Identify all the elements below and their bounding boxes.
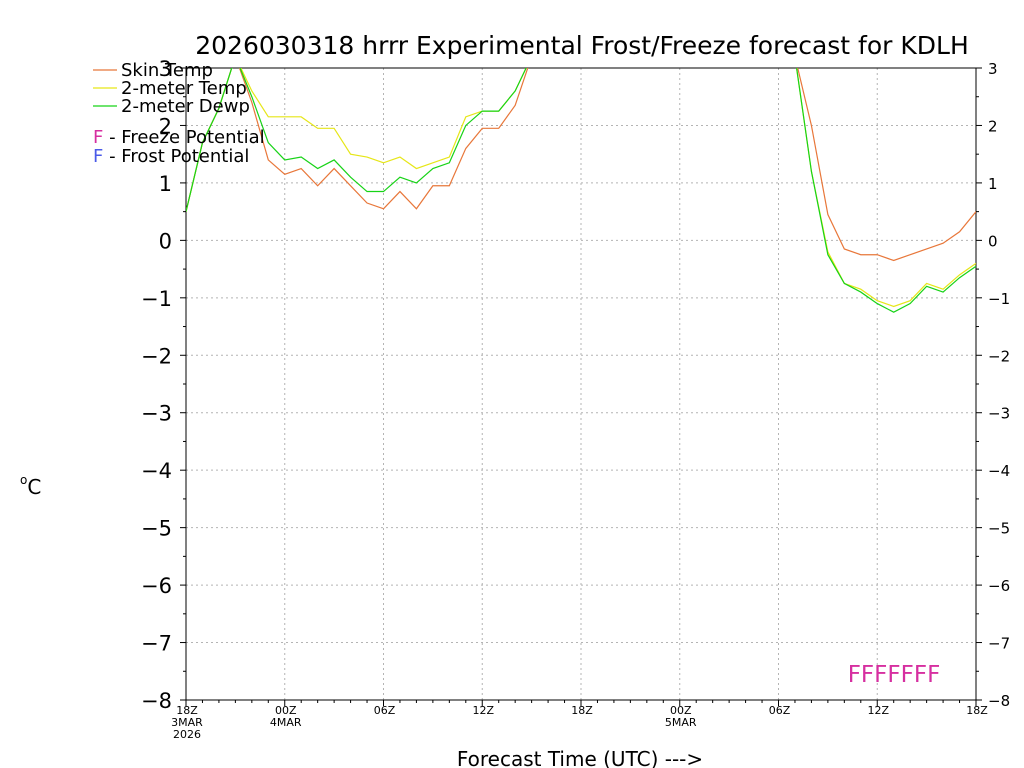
legend-label: 2-meter Dewp xyxy=(121,96,250,117)
x-tick-label: 12Z xyxy=(472,704,494,717)
x-tick-label: 00Z 5MAR xyxy=(665,704,697,729)
y-tick-label-right: −4 xyxy=(988,462,1010,480)
y-tick-label: 3 xyxy=(159,57,172,81)
marker-legend-text: - Freeze Potential xyxy=(103,127,264,148)
axis-ticks xyxy=(180,67,982,706)
y-tick-label: −3 xyxy=(141,402,172,426)
y-tick-label: −1 xyxy=(141,287,172,311)
y-tick-label-right: −1 xyxy=(988,290,1010,308)
x-tick-label: 18Z xyxy=(571,704,593,717)
series-lines xyxy=(186,68,976,313)
y-tick-label-right: −7 xyxy=(988,635,1010,653)
grid-lines xyxy=(186,68,976,700)
x-axis-labels: 18Z 3MAR 2026 00Z 4MAR 06Z 12Z 18Z 00Z 5MAR 06Z 12Z… xyxy=(171,704,988,741)
x-axis-label: Forecast Time (UTC) ---> xyxy=(457,747,703,768)
y-tick-label-right: −6 xyxy=(988,577,1010,595)
series-line-2-meter-dewp xyxy=(795,68,976,313)
marker-legend-entry: F - Frost Potential xyxy=(93,146,249,167)
y-tick-label-right: 1 xyxy=(988,175,998,193)
y-tick-label: 2 xyxy=(159,114,172,138)
legend-label: 2-meter Temp xyxy=(121,78,247,99)
x-tick-label: 06Z xyxy=(769,704,791,717)
y-tick-label: 1 xyxy=(159,172,172,196)
legend-label: Skin Temp xyxy=(121,60,213,81)
y-tick-label: 0 xyxy=(159,229,172,253)
x-tick-label: 18Z xyxy=(966,704,988,717)
y-tick-label-right: −8 xyxy=(988,692,1010,710)
series-line-skin-temp xyxy=(186,68,529,212)
series-line-skin-temp xyxy=(797,68,976,262)
y-tick-label-right: −3 xyxy=(988,405,1010,423)
marker-legend-text: - Frost Potential xyxy=(103,146,249,167)
y-tick-label: −8 xyxy=(141,689,172,713)
y-tick-label: −7 xyxy=(141,632,172,656)
marker-legend-symbol: F xyxy=(93,146,103,167)
freeze-potential-flags: FFFFFFF xyxy=(848,662,941,688)
y-axis-unit: C xyxy=(27,475,41,499)
y-tick-label: −5 xyxy=(141,517,172,541)
y-tick-label-right: −5 xyxy=(988,520,1010,538)
chart-title: 2026030318 hrrr Experimental Frost/Freez… xyxy=(195,31,969,60)
series-line-2-meter-dewp xyxy=(186,68,527,212)
y-tick-label-right: 3 xyxy=(988,60,998,78)
y-tick-label-right: 0 xyxy=(988,232,998,250)
x-tick-label: 00Z 4MAR xyxy=(270,704,302,729)
y-axis-labels-right: −8 −7 −6 −5 −4 −3 −2 −1 0 1 2 3 xyxy=(988,60,1010,710)
y-axis-label: oC xyxy=(20,473,41,499)
y-tick-label: −2 xyxy=(141,344,172,368)
series-line-2-meter-temp xyxy=(186,68,527,212)
degree-symbol: o xyxy=(20,473,27,487)
y-tick-label-right: 2 xyxy=(988,117,998,135)
y-axis-labels-left: −8 −7 −6 −5 −4 −3 −2 −1 0 1 2 3 xyxy=(141,57,172,713)
y-tick-label-right: −2 xyxy=(988,347,1010,365)
marker-legend-entry: F - Freeze Potential xyxy=(93,127,265,148)
x-tick-label: 06Z xyxy=(374,704,396,717)
y-tick-label: −4 xyxy=(141,459,172,483)
x-tick-label: 12Z xyxy=(867,704,889,717)
y-tick-label: −6 xyxy=(141,574,172,598)
x-tick-label: 18Z 3MAR 2026 xyxy=(171,704,203,741)
marker-legend-symbol: F xyxy=(93,127,103,148)
